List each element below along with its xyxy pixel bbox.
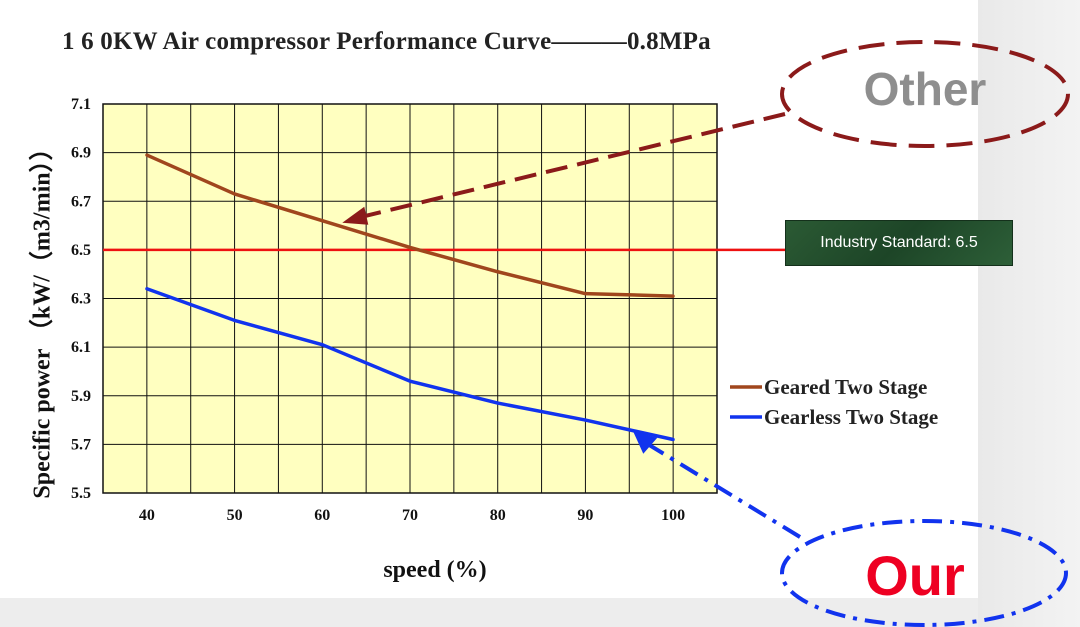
data-point [583,418,588,422]
y-tick-label: 6.3 [71,291,91,308]
data-point [320,219,324,223]
x-tick-label: 90 [577,507,593,524]
y-tick-label: 5.9 [71,388,91,405]
plot-border [102,103,718,494]
x-tick-label: 80 [490,507,506,524]
data-point [408,245,412,250]
legend-label-2: Gearless Two Stage [764,405,938,429]
data-point [232,192,237,196]
y-tick-label: 6.7 [71,193,91,210]
data-point [671,437,675,442]
background-strip-bottom [0,598,978,627]
x-axis-label: speed (%) [383,557,487,583]
other-callout-arrow-shaft [361,112,786,219]
x-tick-label: 40 [139,507,155,524]
data-point [583,292,588,296]
x-tick-label: 100 [661,507,685,524]
x-tick-label: 50 [227,507,243,524]
data-point [320,343,324,347]
y-tick-label: 6.9 [71,145,91,162]
other-callout-ellipse [780,40,1070,148]
y-tick-label: 5.5 [71,485,91,502]
y-tick-label: 6.1 [71,339,91,356]
data-point [671,294,675,298]
data-point [232,318,237,322]
data-point [145,287,149,291]
x-tick-label: 70 [402,507,418,524]
data-point [145,153,149,157]
other-callout-arrow-head [342,206,369,225]
y-tick-label: 7.1 [71,96,91,113]
data-point [496,270,500,274]
our-callout-arrow-shaft [646,442,802,539]
our-callout-ellipse [780,519,1068,627]
other-callout-label: Other [863,63,987,115]
industry-standard-badge: Industry Standard: 6.5 [785,220,1013,266]
our-callout-label: Our [865,544,965,607]
our-callout-arrow-head [633,431,658,454]
data-point [496,401,500,405]
data-point [408,379,412,383]
legend-label-1: Geared Two Stage [764,375,927,399]
x-tick-label: 60 [314,507,330,524]
chart-title: 1 6 0KW Air compressor Performance Curve… [62,28,711,55]
y-tick-label: 6.5 [71,242,91,259]
y-tick-label: 5.7 [71,436,91,453]
